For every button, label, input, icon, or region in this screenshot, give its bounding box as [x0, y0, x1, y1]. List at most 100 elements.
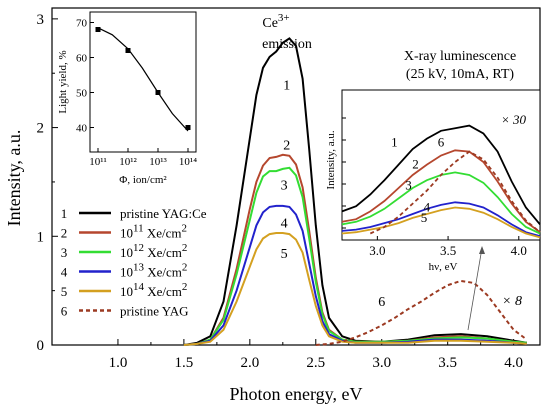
main-series-4	[183, 204, 527, 346]
legend-label-base: pristine YAG:Ce	[120, 206, 207, 221]
legend-label-exponent: 11	[133, 223, 144, 235]
x-tick-label: 2.5	[306, 355, 325, 371]
x-tick-label: 2.0	[240, 355, 259, 371]
legend-number-4: 4	[61, 265, 68, 280]
legend-label-base: 10	[120, 284, 133, 299]
main-series-6	[315, 279, 528, 346]
xr-curve-label-2: 2	[412, 157, 419, 172]
xr-curve-label-6: 6	[438, 134, 445, 149]
legend-label-unit: Xe/cm	[144, 265, 182, 280]
ly-y-tick-label: 40	[76, 123, 88, 135]
xray-conditions: (25 kV, 10mA, RT)	[406, 67, 515, 82]
x-tick-label: 1.5	[175, 355, 194, 371]
y-tick-label: 3	[37, 12, 45, 28]
xr-series-4	[341, 201, 541, 237]
x-tick-label: 1.0	[109, 355, 128, 371]
main-series-3	[183, 166, 527, 346]
legend-label-base: 10	[120, 226, 133, 241]
legend-label-4: 1013 Xe/cm2	[120, 262, 187, 280]
light-yield-inset-frame	[89, 11, 197, 153]
main-curve-label-2: 2	[283, 138, 290, 153]
x-tick-label: 3.5	[438, 355, 457, 371]
ly-data-point	[125, 48, 131, 53]
main-series-5	[183, 232, 527, 346]
ce-emission-label: emission	[262, 37, 312, 52]
main-curve-labels: 1 2 3 4 5 6	[281, 79, 386, 310]
light-yield-y-label: Light yield, %	[57, 50, 69, 113]
y-axis-label: Intensity, a.u.	[4, 130, 24, 227]
legend-label-6: pristine YAG	[120, 304, 189, 319]
legend-label-5: 1014 Xe/cm2	[120, 281, 187, 299]
legend-label-unit-exponent: 2	[182, 262, 188, 274]
main-curves	[183, 37, 528, 346]
xr-curve-label-1: 1	[391, 134, 398, 149]
times30-label: × 30	[501, 112, 527, 127]
legend-label-unit: Xe/cm	[144, 226, 182, 241]
legend-number-3: 3	[61, 245, 68, 260]
legend-label-unit-exponent: 2	[182, 281, 188, 293]
xray-title: X-ray luminescence	[404, 49, 516, 64]
xr-series-1	[341, 124, 541, 225]
y-tick-label: 2	[37, 121, 45, 137]
xr-curve-label-3: 3	[405, 177, 412, 192]
xr-curve-label-4: 4	[424, 199, 431, 214]
legend-label-exponent: 13	[133, 262, 145, 274]
xr-x-tick-label: 3.5	[440, 243, 456, 258]
legend-label-base: pristine YAG	[120, 304, 189, 319]
ly-data-point	[95, 27, 101, 32]
legend-label-unit: Xe/cm	[144, 284, 182, 299]
light-yield-x-label: Φ, ion/cm²	[119, 174, 167, 186]
main-series-1	[183, 37, 527, 346]
legend-label-exponent: 14	[133, 281, 145, 293]
legend-number-5: 5	[61, 284, 68, 299]
legend-label-exponent: 12	[133, 242, 144, 254]
legend-number-2: 2	[61, 226, 68, 241]
ly-x-tick-label: 10¹³	[149, 156, 167, 168]
legend-label-3: 1012 Xe/cm2	[120, 242, 187, 260]
legend-label-2: 1011 Xe/cm2	[120, 223, 187, 241]
ly-x-tick-label: 10¹²	[119, 156, 137, 168]
ly-x-tick-label: 10¹⁴	[179, 156, 197, 168]
xr-series-2	[341, 149, 541, 233]
times8-label: × 8	[502, 294, 522, 309]
legend-number-6: 6	[61, 304, 68, 319]
ce-superscript: 3+	[278, 12, 290, 24]
light-yield-inset: 40 50 60 70 10¹¹ 10¹² 10¹³ 10¹⁴	[76, 18, 197, 169]
main-curve-label-3: 3	[281, 179, 288, 194]
main-curve-label-6: 6	[378, 295, 385, 310]
xr-series-5	[341, 206, 541, 239]
x-axis-label: Photon energy, eV	[230, 384, 363, 404]
xray-inset-y-label: Intensity, a.u.	[325, 130, 337, 189]
legend-label-1: pristine YAG:Ce	[120, 206, 207, 221]
inset-pointer-arrowhead	[479, 246, 485, 254]
ly-y-tick-label: 60	[76, 53, 88, 65]
ly-y-tick-label: 50	[76, 88, 88, 100]
main-curve-label-5: 5	[281, 247, 288, 262]
x-tick-label: 4.0	[504, 355, 523, 371]
ce-annotation: Ce3+	[262, 12, 289, 31]
xr-x-tick-label: 4.0	[511, 243, 527, 258]
y-tick-label: 0	[37, 338, 45, 354]
ly-y-tick-label: 70	[76, 18, 88, 30]
main-curve-label-1: 1	[283, 79, 290, 94]
legend-label-base: 10	[120, 265, 133, 280]
legend-label-unit: Xe/cm	[144, 245, 182, 260]
ly-x-tick-label: 10¹¹	[89, 156, 107, 168]
ly-data-point	[155, 90, 161, 95]
xray-inset-x-label: hν, eV	[429, 261, 458, 273]
legend-label-unit-exponent: 2	[182, 242, 188, 254]
y-tick-label: 1	[37, 229, 45, 245]
ly-fit-curve	[97, 27, 189, 132]
ly-data-point	[185, 125, 191, 130]
legend-label-base: 10	[120, 245, 133, 260]
main-curve-label-4: 4	[281, 217, 288, 232]
xr-x-tick-label: 3.0	[369, 243, 385, 258]
x-tick-label: 3.0	[372, 355, 391, 371]
legend-label-unit-exponent: 2	[182, 223, 188, 235]
xr-curve-label-5: 5	[421, 210, 428, 225]
inset-pointer-arrow	[467, 247, 483, 331]
